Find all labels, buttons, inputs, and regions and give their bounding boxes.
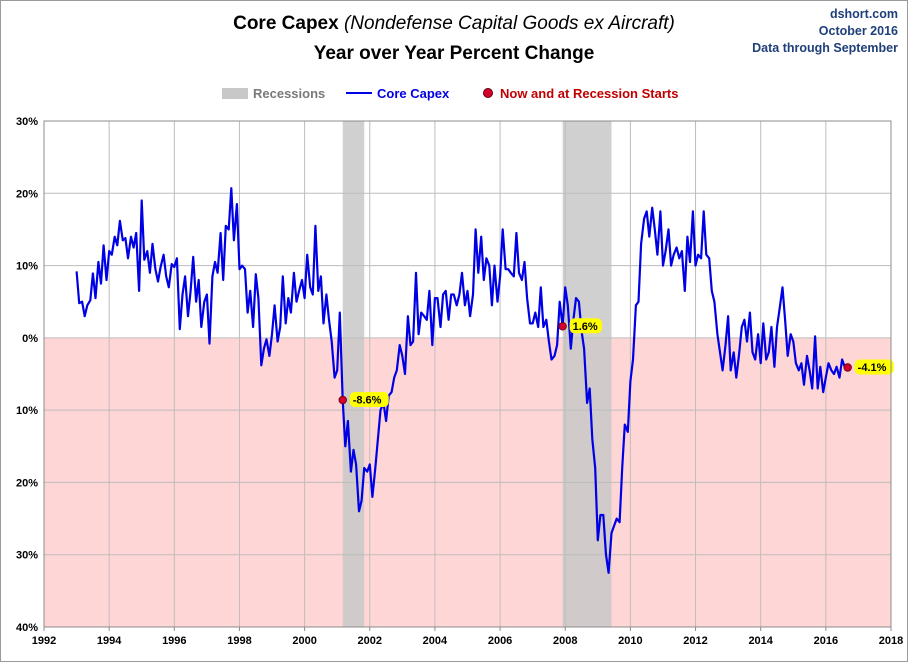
recession-band-1 [562,121,612,627]
marker-point-1 [558,322,567,331]
y-tick-label: 10% [16,261,38,273]
x-tick-label: 2004 [423,635,448,647]
source-date: October 2016 [818,24,898,38]
x-tick-label: 1994 [97,635,122,647]
series-line-0 [75,187,848,574]
chart-legend: Recessions Core Capex Now and at Recessi… [0,84,908,102]
x-tick-label: 2012 [683,635,707,647]
legend-recession-swatch [222,87,248,99]
source-block: dshort.com October 2016 Data through Sep… [752,6,898,57]
y-tick-label: 20% [16,477,38,489]
legend-recessions-label: Recessions [253,85,326,101]
x-tick-label: 1992 [32,635,56,647]
marker-label-0: -8.6% [353,395,382,407]
legend-markers-label: Now and at Recession Starts [500,85,679,101]
legend-line-swatch [346,92,372,94]
y-tick-label: 20% [16,188,38,200]
x-tick-label: 2014 [748,635,773,647]
source-note: Data through September [752,41,898,55]
x-tick-label: 2006 [488,635,512,647]
y-tick-label: 10% [16,405,38,417]
chart-title-italic: (Nondefense Capital Goods ex Aircraft) [343,13,675,34]
legend-core-capex-label: Core Capex [377,85,450,101]
chart-subtitle: Year over Year Percent Change [313,43,595,64]
y-tick-label: 30% [16,550,38,562]
x-tick-label: 2000 [292,635,316,647]
y-tick-label: 30% [16,116,38,128]
legend-entry-core-capex: Core Capex [346,84,449,102]
legend-entry-markers: Now and at Recession Starts [483,84,678,102]
x-tick-label: 2016 [814,635,838,647]
marker-label-2: -4.1% [858,362,887,374]
x-tick-label: 2008 [553,635,577,647]
marker-label-bg-1 [569,318,603,334]
x-tick-label: 1998 [227,635,251,647]
legend-marker-swatch [483,88,493,98]
chart-title-main: Core Capex [233,13,339,34]
x-tick-label: 2010 [618,635,642,647]
marker-point-2 [843,363,852,372]
recession-band-0 [342,121,365,627]
marker-label-1: 1.6% [573,321,598,333]
marker-point-0 [338,395,347,405]
chart-title: Core Capex (Nondefense Capital Goods ex … [0,13,908,35]
source-site: dshort.com [829,7,898,21]
x-tick-label: 2018 [879,635,903,647]
legend-entry-recessions: Recessions [222,84,325,102]
y-tick-label: 0% [22,333,38,345]
marker-label-bg-0 [349,392,389,408]
x-tick-label: 1996 [162,635,186,647]
plot-border [43,120,892,628]
x-tick-label: 2002 [358,635,382,647]
y-tick-label: 40% [16,622,38,634]
marker-label-bg-2 [854,359,894,375]
